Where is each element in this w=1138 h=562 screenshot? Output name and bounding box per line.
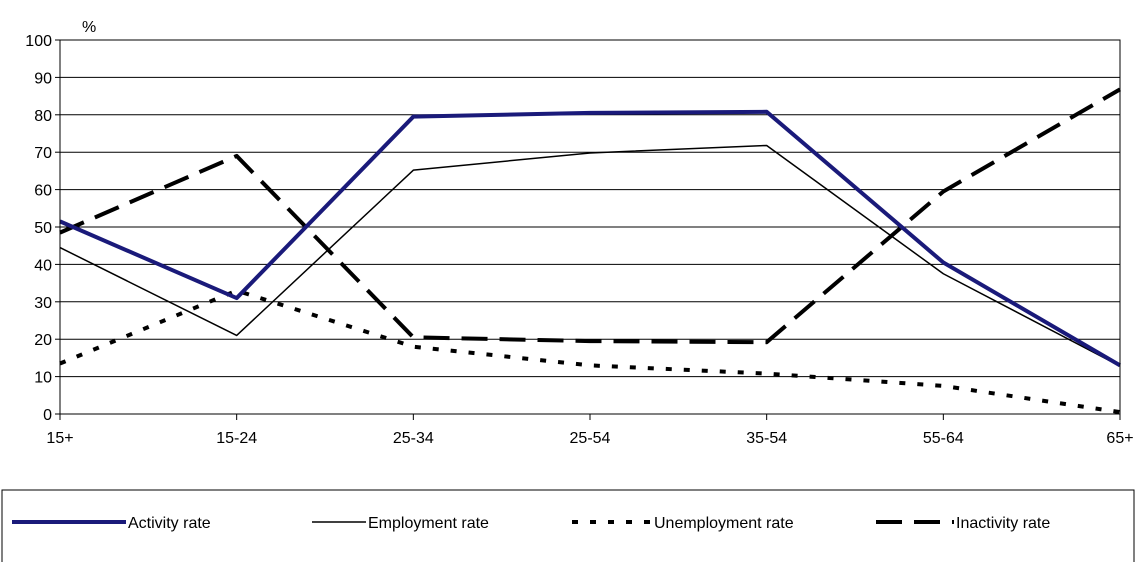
legend: Activity rate Employment rate Unemployment… — [1, 489, 1135, 562]
x-tick-label: 15+ — [46, 430, 73, 447]
data-point — [943, 385, 944, 386]
series-line-unemployment-rate — [59, 288, 1121, 415]
legend-label: Activity rate — [128, 515, 211, 532]
x-tick-label: 25-34 — [393, 430, 434, 447]
data-point — [413, 346, 414, 347]
y-tick-label: 70 — [34, 145, 52, 162]
y-tick-label: 50 — [34, 220, 52, 237]
data-point — [590, 365, 591, 366]
y-tick-label: 0 — [43, 407, 52, 424]
legend-label: Unemployment rate — [654, 515, 794, 532]
data-point — [413, 337, 414, 338]
x-tick-label: 55-64 — [923, 430, 964, 447]
legend-label: Employment rate — [368, 515, 489, 532]
y-tick-label: 10 — [34, 370, 52, 387]
y-tick-label: 20 — [34, 332, 52, 349]
y-tick-label: 90 — [34, 70, 52, 87]
y-axis-label: % — [82, 19, 96, 36]
series-line-activity-rate — [59, 109, 1122, 368]
y-tick-label: 100 — [25, 33, 52, 50]
legend-box — [1, 489, 1135, 562]
y-tick-labels: 0 10 20 30 40 50 60 70 80 90 100 — [25, 33, 60, 424]
y-tick-label: 40 — [34, 257, 52, 274]
x-tick-label: 15-24 — [216, 430, 257, 447]
series-line-employment-rate — [59, 144, 1121, 367]
series-lines — [59, 87, 1122, 415]
y-tick-label: 80 — [34, 108, 52, 125]
data-point — [766, 373, 767, 374]
legend-label: Inactivity rate — [956, 515, 1050, 532]
x-tick-labels: 15+ 15-24 25-34 25-54 35-54 55-64 65+ — [46, 414, 1134, 447]
y-tick-label: 60 — [34, 183, 52, 200]
data-point — [236, 290, 237, 291]
x-tick-label: 65+ — [1106, 430, 1133, 447]
y-tick-label: 30 — [34, 295, 52, 312]
x-tick-label: 35-54 — [746, 430, 787, 447]
series-line-inactivity-rate — [59, 87, 1122, 345]
x-tick-label: 25-54 — [570, 430, 611, 447]
